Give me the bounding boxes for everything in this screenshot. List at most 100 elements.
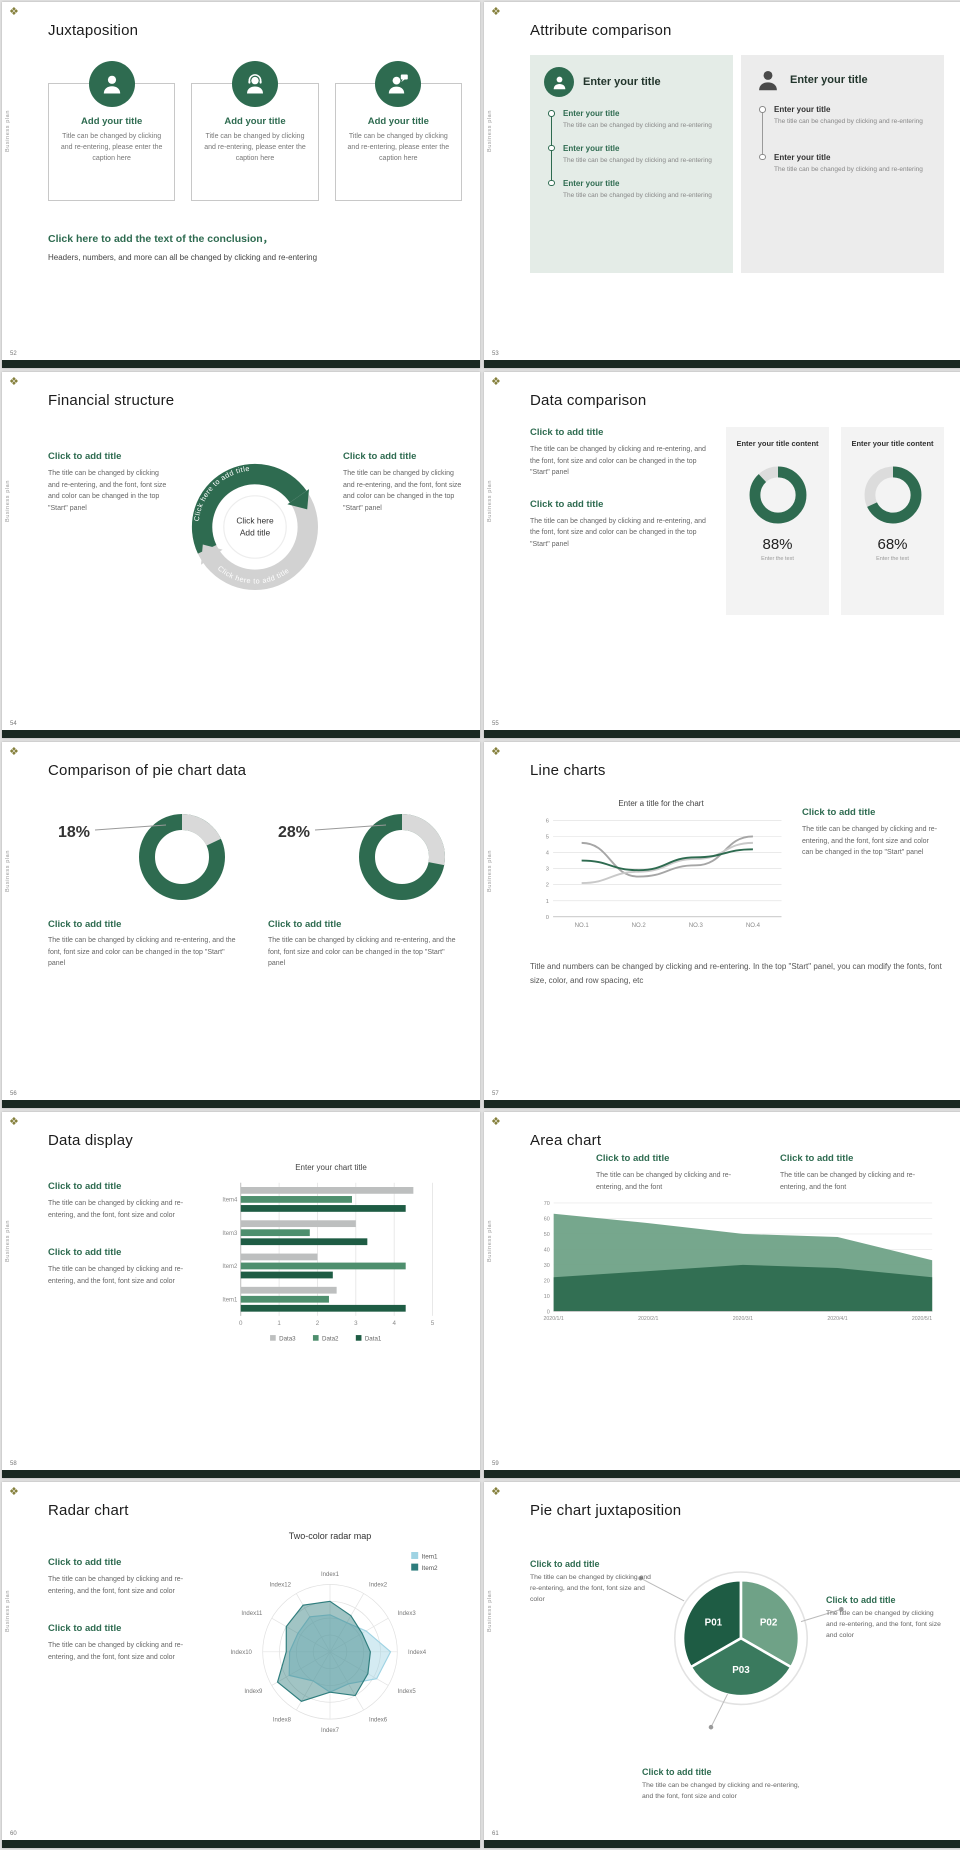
vertical-brand-label: Business plan: [5, 850, 11, 893]
slide-content: Comparison of pie chart data 18% Click t…: [48, 762, 462, 1082]
timeline-item: Enter your title The title can be change…: [548, 109, 719, 131]
svg-text:Item1: Item1: [422, 1553, 438, 1560]
vertical-brand-label: Business plan: [487, 1590, 493, 1633]
brand-logo-icon: ❖: [491, 6, 501, 18]
card-title: Add your title: [367, 116, 429, 127]
slide-58-thumbnail[interactable]: ❖ Business plan Data display Click to ad…: [2, 1112, 480, 1478]
svg-text:NO.4: NO.4: [746, 923, 761, 929]
brand-logo-icon: ❖: [491, 1116, 501, 1128]
donut-chart-18: 18%: [58, 814, 225, 900]
svg-text:P01: P01: [705, 1617, 723, 1628]
svg-text:4: 4: [392, 1320, 396, 1327]
slide-57-thumbnail[interactable]: ❖ Business plan Line charts Enter a titl…: [484, 742, 960, 1108]
slide-53-thumbnail[interactable]: ❖ Business plan Attribute comparison Ent…: [484, 2, 960, 368]
text-block: Click to add title The title can be chan…: [48, 1181, 200, 1221]
text-block: Click to add title The title can be chan…: [48, 1247, 200, 1287]
line-chart-area: Enter a title for the chart 0 1 2 3 4 5 6 NO.1 N…: [530, 799, 792, 944]
slide-55-thumbnail[interactable]: ❖ Business plan Data comparison Click to…: [484, 372, 960, 738]
block-title: Click to add title: [596, 1153, 670, 1164]
vertical-brand-label: Business plan: [487, 1220, 493, 1263]
svg-text:3: 3: [546, 867, 549, 873]
svg-text:0: 0: [239, 1320, 243, 1327]
item-caption: The title can be changed by clicking and…: [774, 165, 923, 173]
radar-chart-area: Two-color radar map Index1 Index2 Index3 In…: [198, 1531, 462, 1747]
chart-row: Enter a title for the chart 0 1 2 3 4 5 6 NO.1 N…: [530, 799, 944, 944]
text-column: Click to add title The title can be chan…: [48, 1163, 200, 1352]
page-title: Data comparison: [530, 392, 647, 409]
panel-header: Enter your title: [544, 67, 719, 97]
bottom-bar: [2, 730, 480, 738]
item-caption: The title can be changed by clicking and…: [774, 118, 923, 125]
chart-row: Click to add title The title can be chan…: [48, 1531, 462, 1747]
page-number: 58: [10, 1461, 17, 1467]
brand-logo-icon: ❖: [9, 376, 19, 388]
page-number: 60: [10, 1831, 17, 1837]
svg-text:60: 60: [544, 1216, 550, 1222]
text-column: Click to add title The title can be chan…: [530, 427, 712, 615]
slide-54-thumbnail[interactable]: ❖ Business plan Financial structure Clic…: [2, 372, 480, 738]
text-block-left: Click to add title The title can be chan…: [48, 451, 167, 514]
slide-content: Attribute comparison Enter your title En…: [530, 22, 944, 342]
svg-text:1: 1: [546, 899, 549, 905]
svg-text:18%: 18%: [58, 824, 90, 841]
bottom-bar: [2, 1100, 480, 1108]
brand-logo-icon: ❖: [9, 1116, 19, 1128]
slide-56-thumbnail[interactable]: ❖ Business plan Comparison of pie chart …: [2, 742, 480, 1108]
slide-content: Area chart Click to add title The title …: [530, 1132, 944, 1452]
svg-text:Data1: Data1: [365, 1336, 382, 1343]
panel-header: Enter your title: [755, 67, 930, 93]
vertical-brand-label: Business plan: [5, 1220, 11, 1263]
cycle-center-line1: Click here: [236, 515, 274, 525]
brand-logo-icon: ❖: [9, 1486, 19, 1498]
slide-60-thumbnail[interactable]: ❖ Business plan Radar chart Click to add…: [2, 1482, 480, 1848]
block-body: The title can be changed by clicking and…: [530, 517, 706, 548]
slide-52-thumbnail[interactable]: ❖ Business plan Juxtaposition Add your t…: [2, 2, 480, 368]
page-number: 53: [492, 351, 499, 357]
block-title: Click to add title: [343, 451, 417, 462]
conclusion-title: Click here to add the text of the conclu…: [48, 233, 274, 245]
slide-content: Pie chart juxtaposition P01 P02 P03 Click …: [530, 1502, 944, 1822]
text-block: Click to add title The title can be chan…: [48, 1557, 198, 1597]
card-caption: Title can be changed by clicking and re-…: [347, 133, 450, 162]
bottom-bar: [484, 1470, 960, 1478]
svg-text:Index5: Index5: [398, 1689, 417, 1695]
item-caption: The title can be changed by clicking and…: [563, 191, 712, 199]
svg-text:10: 10: [544, 1294, 550, 1300]
svg-text:2020/3/1: 2020/3/1: [733, 1316, 753, 1322]
page-title: Juxtaposition: [48, 22, 139, 39]
slide-59-thumbnail[interactable]: ❖ Business plan Area chart Click to add …: [484, 1112, 960, 1478]
item-title: Enter your title: [563, 143, 620, 153]
group-title: Click to add title: [48, 919, 122, 930]
conclusion-body: Headers, numbers, and more can all be ch…: [48, 253, 318, 262]
donut-chart-68: [864, 466, 921, 523]
page-title: Area chart: [530, 1132, 602, 1149]
text-block: Click to add title The title can be chan…: [780, 1153, 938, 1193]
page-number: 54: [10, 721, 17, 727]
svg-text:Item2: Item2: [222, 1264, 238, 1270]
percent-value: 88%: [762, 535, 793, 553]
svg-text:Data2: Data2: [322, 1336, 339, 1343]
svg-text:NO.1: NO.1: [575, 923, 590, 929]
page-number: 57: [492, 1091, 499, 1097]
text-column: Click to add title The title can be chan…: [48, 1531, 198, 1747]
area-chart: 0 10 20 30 40 50 60 70 2020/1/1 2020/2/1 2020/3/1 2…: [543, 1201, 932, 1322]
brand-logo-icon: ❖: [491, 1486, 501, 1498]
svg-text:30: 30: [544, 1263, 550, 1269]
svg-text:40: 40: [544, 1247, 550, 1253]
card-title: Add your title: [81, 116, 143, 127]
bottom-bar: [484, 360, 960, 368]
text-block: Click to add title The title can be chan…: [530, 499, 712, 551]
svg-text:Item3: Item3: [222, 1231, 238, 1237]
text-block: Click to add title The title can be chan…: [802, 807, 942, 944]
page-title: Comparison of pie chart data: [48, 762, 247, 779]
bottom-bar: [484, 730, 960, 738]
page-title: Line charts: [530, 762, 606, 779]
svg-text:P02: P02: [760, 1617, 778, 1628]
text-block: Click to add title The title can be chan…: [596, 1153, 754, 1193]
block-body: The title can be changed by clicking and…: [530, 1574, 651, 1603]
block-body: The title can be changed by clicking and…: [48, 1642, 184, 1661]
block-title: Click to add title: [48, 1623, 122, 1635]
slide-61-thumbnail[interactable]: ❖ Business plan Pie chart juxtaposition …: [484, 1482, 960, 1848]
page-title: Radar chart: [48, 1502, 129, 1519]
